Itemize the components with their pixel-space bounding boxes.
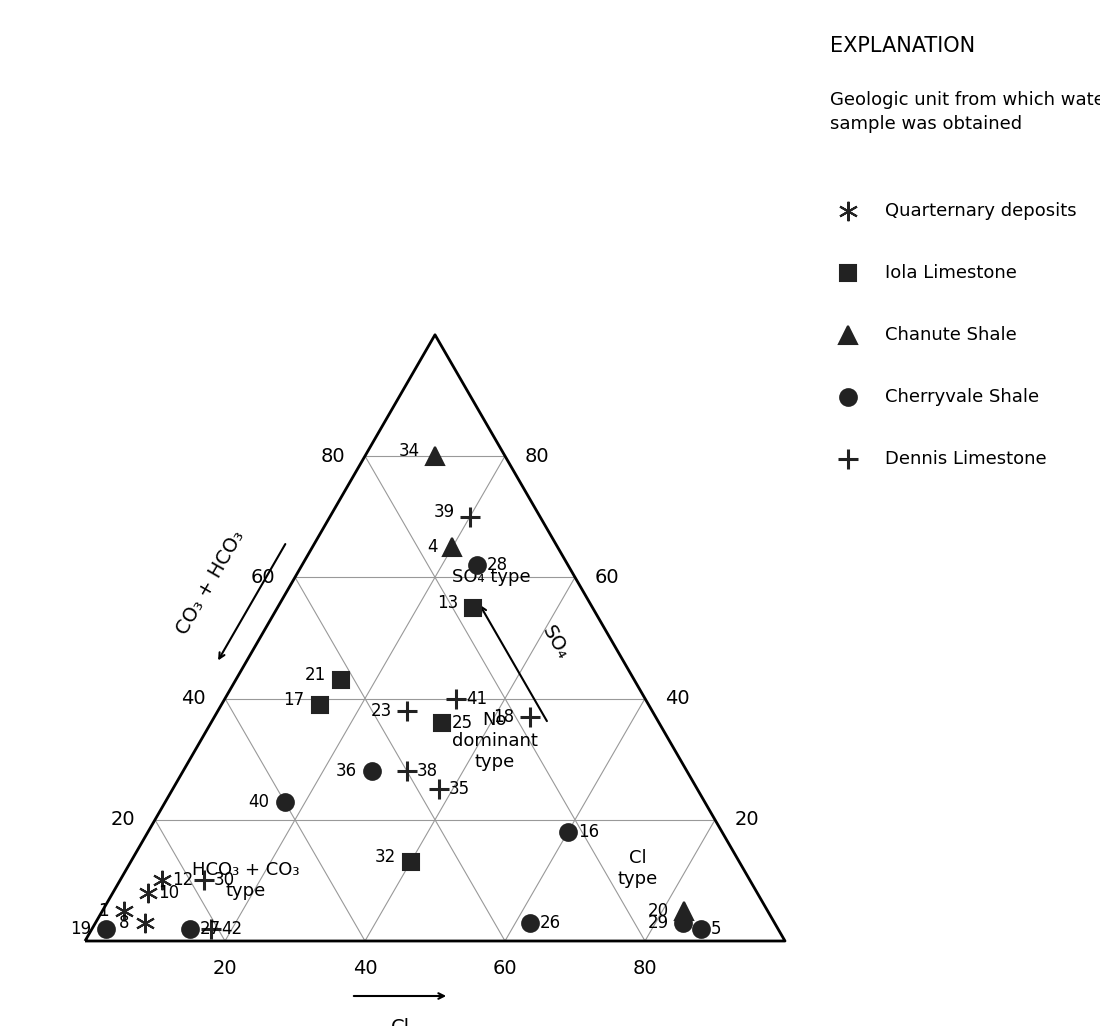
Text: 30: 30: [214, 871, 235, 890]
Text: 80: 80: [632, 959, 658, 978]
Text: Cl: Cl: [390, 1018, 409, 1026]
Text: 20: 20: [648, 902, 669, 919]
Text: 80: 80: [525, 446, 549, 466]
Text: 40: 40: [664, 689, 690, 708]
Text: Iola Limestone: Iola Limestone: [886, 264, 1016, 282]
Text: 60: 60: [251, 567, 275, 587]
Text: 41: 41: [466, 689, 487, 708]
Text: Quarternary deposits: Quarternary deposits: [886, 202, 1077, 220]
Text: Dennis Limestone: Dennis Limestone: [886, 450, 1046, 468]
Text: 1: 1: [98, 902, 109, 919]
Text: 27: 27: [200, 920, 221, 938]
Text: 40: 40: [249, 792, 270, 811]
Text: 28: 28: [487, 556, 508, 575]
Text: Cl
type: Cl type: [618, 849, 658, 887]
Text: 16: 16: [578, 823, 600, 841]
Text: 32: 32: [374, 849, 396, 866]
Text: 38: 38: [417, 762, 438, 780]
Text: HCO₃ + CO₃
type: HCO₃ + CO₃ type: [192, 861, 299, 900]
Text: 13: 13: [437, 594, 459, 611]
Text: No
dominant
type: No dominant type: [452, 711, 538, 771]
Text: SO₄: SO₄: [538, 623, 572, 663]
Text: 34: 34: [399, 442, 420, 460]
Text: 17: 17: [284, 690, 305, 709]
Text: 21: 21: [305, 666, 326, 684]
Text: 36: 36: [336, 762, 358, 780]
Text: 25: 25: [452, 714, 473, 732]
Text: 20: 20: [212, 959, 238, 978]
Text: 4: 4: [427, 538, 438, 556]
Text: 39: 39: [433, 503, 455, 520]
Text: 10: 10: [158, 883, 179, 902]
Text: 60: 60: [493, 959, 517, 978]
Text: 80: 80: [320, 446, 345, 466]
Text: 26: 26: [539, 914, 561, 932]
Text: SO₄ type: SO₄ type: [452, 568, 530, 586]
Text: 5: 5: [711, 920, 722, 938]
Text: 18: 18: [494, 708, 515, 725]
Text: Geologic unit from which water
sample was obtained: Geologic unit from which water sample wa…: [830, 91, 1100, 132]
Text: 8: 8: [119, 914, 130, 932]
Text: EXPLANATION: EXPLANATION: [830, 36, 975, 56]
Text: 20: 20: [111, 811, 135, 829]
Text: 42: 42: [221, 920, 242, 938]
Text: 40: 40: [353, 959, 377, 978]
Text: 20: 20: [735, 811, 759, 829]
Text: CO₃ + HCO₃: CO₃ + HCO₃: [173, 527, 248, 638]
Text: 23: 23: [371, 702, 392, 719]
Text: 12: 12: [172, 871, 194, 890]
Text: Cherryvale Shale: Cherryvale Shale: [886, 388, 1040, 406]
Text: 29: 29: [648, 914, 669, 932]
Text: 19: 19: [70, 920, 91, 938]
Text: 35: 35: [449, 781, 470, 798]
Text: Chanute Shale: Chanute Shale: [886, 326, 1016, 344]
Text: 60: 60: [595, 567, 619, 587]
Text: 40: 40: [180, 689, 206, 708]
